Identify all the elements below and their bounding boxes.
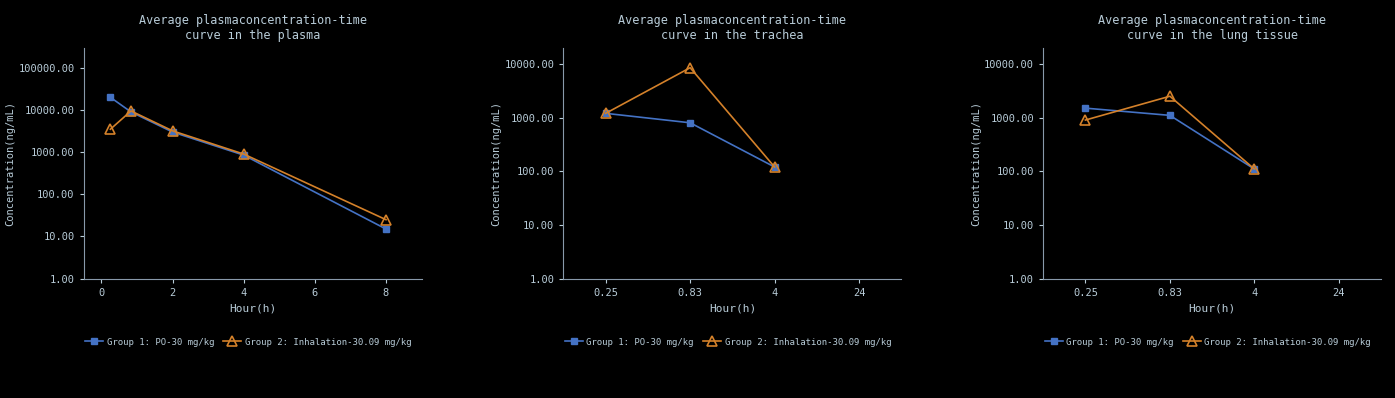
Legend: Group 1: PO-30 mg/kg, Group 2: Inhalation-30.09 mg/kg: Group 1: PO-30 mg/kg, Group 2: Inhalatio… xyxy=(81,334,416,350)
Y-axis label: Concentration(ng/mL): Concentration(ng/mL) xyxy=(971,101,982,226)
Title: Average plasmaconcentration-time
curve in the lung tissue: Average plasmaconcentration-time curve i… xyxy=(1098,14,1327,43)
Title: Average plasmaconcentration-time
curve in the trachea: Average plasmaconcentration-time curve i… xyxy=(618,14,847,43)
Legend: Group 1: PO-30 mg/kg, Group 2: Inhalation-30.09 mg/kg: Group 1: PO-30 mg/kg, Group 2: Inhalatio… xyxy=(561,334,896,350)
Y-axis label: Concentration(ng/mL): Concentration(ng/mL) xyxy=(6,101,15,226)
X-axis label: Hour(h): Hour(h) xyxy=(709,303,756,313)
X-axis label: Hour(h): Hour(h) xyxy=(1189,303,1236,313)
X-axis label: Hour(h): Hour(h) xyxy=(229,303,276,313)
Title: Average plasmaconcentration-time
curve in the plasma: Average plasmaconcentration-time curve i… xyxy=(138,14,367,43)
Legend: Group 1: PO-30 mg/kg, Group 2: Inhalation-30.09 mg/kg: Group 1: PO-30 mg/kg, Group 2: Inhalatio… xyxy=(1041,334,1374,350)
Y-axis label: Concentration(ng/mL): Concentration(ng/mL) xyxy=(491,101,502,226)
